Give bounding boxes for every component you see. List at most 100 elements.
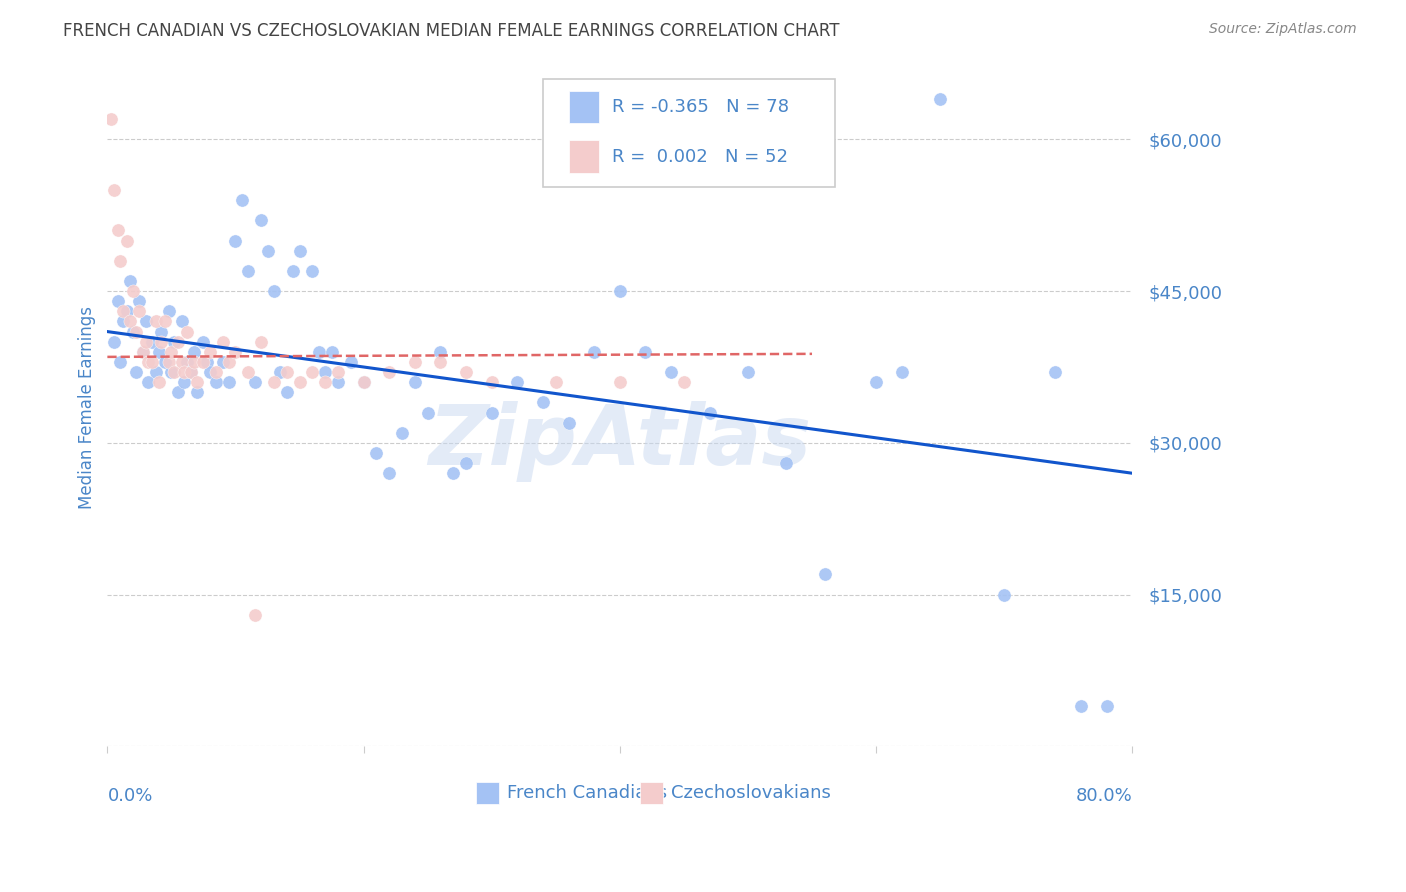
Point [993, 588, 1015, 602]
Point [263, 284, 285, 298]
Point [366, 446, 388, 460]
Text: 0.0%: 0.0% [107, 787, 153, 805]
Point [193, 355, 215, 369]
Text: French Canadians: French Canadians [508, 784, 668, 802]
Point [416, 405, 439, 419]
Point [145, 365, 167, 379]
Point [163, 334, 186, 349]
Point [150, 325, 173, 339]
Point [115, 304, 138, 318]
Point [814, 567, 837, 582]
FancyBboxPatch shape [543, 78, 835, 187]
Point [153, 314, 176, 328]
Point [218, 375, 240, 389]
Point [103, 183, 125, 197]
Point [193, 334, 215, 349]
Point [224, 234, 246, 248]
Point [609, 375, 631, 389]
Point [890, 365, 912, 379]
FancyBboxPatch shape [640, 782, 662, 804]
Point [132, 344, 155, 359]
Point [456, 365, 478, 379]
Point [157, 355, 180, 369]
Point [557, 416, 579, 430]
Point [634, 344, 657, 359]
Point [211, 355, 233, 369]
Point [141, 334, 163, 349]
Text: FRENCH CANADIAN VS CZECHOSLOVAKIAN MEDIAN FEMALE EARNINGS CORRELATION CHART: FRENCH CANADIAN VS CZECHOSLOVAKIAN MEDIA… [63, 22, 839, 40]
Point [138, 355, 160, 369]
Point [211, 334, 233, 349]
Point [124, 325, 146, 339]
Point [122, 325, 145, 339]
Point [166, 334, 188, 349]
Point [122, 284, 145, 298]
Point [145, 314, 167, 328]
Point [148, 375, 170, 389]
Point [269, 365, 291, 379]
Point [176, 325, 198, 339]
Text: ZipAtlas: ZipAtlas [429, 401, 811, 482]
Point [1045, 365, 1067, 379]
Text: Czechoslovakians: Czechoslovakians [671, 784, 831, 802]
Point [429, 355, 451, 369]
Point [391, 425, 413, 440]
Point [699, 405, 721, 419]
Point [929, 92, 952, 106]
Point [314, 365, 336, 379]
Point [170, 314, 193, 328]
Point [153, 355, 176, 369]
Point [108, 253, 131, 268]
Point [775, 456, 797, 470]
Point [128, 304, 150, 318]
Point [865, 375, 887, 389]
Point [160, 365, 183, 379]
Point [1070, 698, 1092, 713]
Point [506, 375, 529, 389]
Point [224, 344, 246, 359]
Point [180, 365, 202, 379]
Point [138, 375, 160, 389]
Point [378, 467, 401, 481]
Point [301, 264, 323, 278]
Point [183, 344, 205, 359]
Point [231, 193, 253, 207]
Point [166, 385, 188, 400]
Point [141, 355, 163, 369]
Point [198, 365, 221, 379]
Point [481, 375, 503, 389]
Point [583, 344, 606, 359]
Point [218, 355, 240, 369]
Point [186, 375, 208, 389]
Point [250, 213, 273, 227]
Point [100, 112, 122, 127]
Point [308, 344, 330, 359]
Point [120, 314, 142, 328]
Point [441, 467, 464, 481]
Point [378, 365, 401, 379]
Point [243, 375, 266, 389]
Point [183, 355, 205, 369]
Point [353, 375, 375, 389]
Point [353, 375, 375, 389]
Point [176, 355, 198, 369]
Point [148, 344, 170, 359]
Point [111, 304, 134, 318]
Point [737, 365, 759, 379]
Point [111, 314, 134, 328]
Point [124, 365, 146, 379]
Point [288, 244, 311, 258]
Text: 80.0%: 80.0% [1076, 787, 1132, 805]
Text: Source: ZipAtlas.com: Source: ZipAtlas.com [1209, 22, 1357, 37]
Point [672, 375, 695, 389]
Point [173, 375, 195, 389]
Point [108, 355, 131, 369]
Point [173, 365, 195, 379]
Point [1095, 698, 1118, 713]
Point [326, 365, 349, 379]
Point [281, 264, 304, 278]
Point [481, 405, 503, 419]
Point [107, 294, 129, 309]
Point [256, 244, 278, 258]
Point [195, 355, 218, 369]
